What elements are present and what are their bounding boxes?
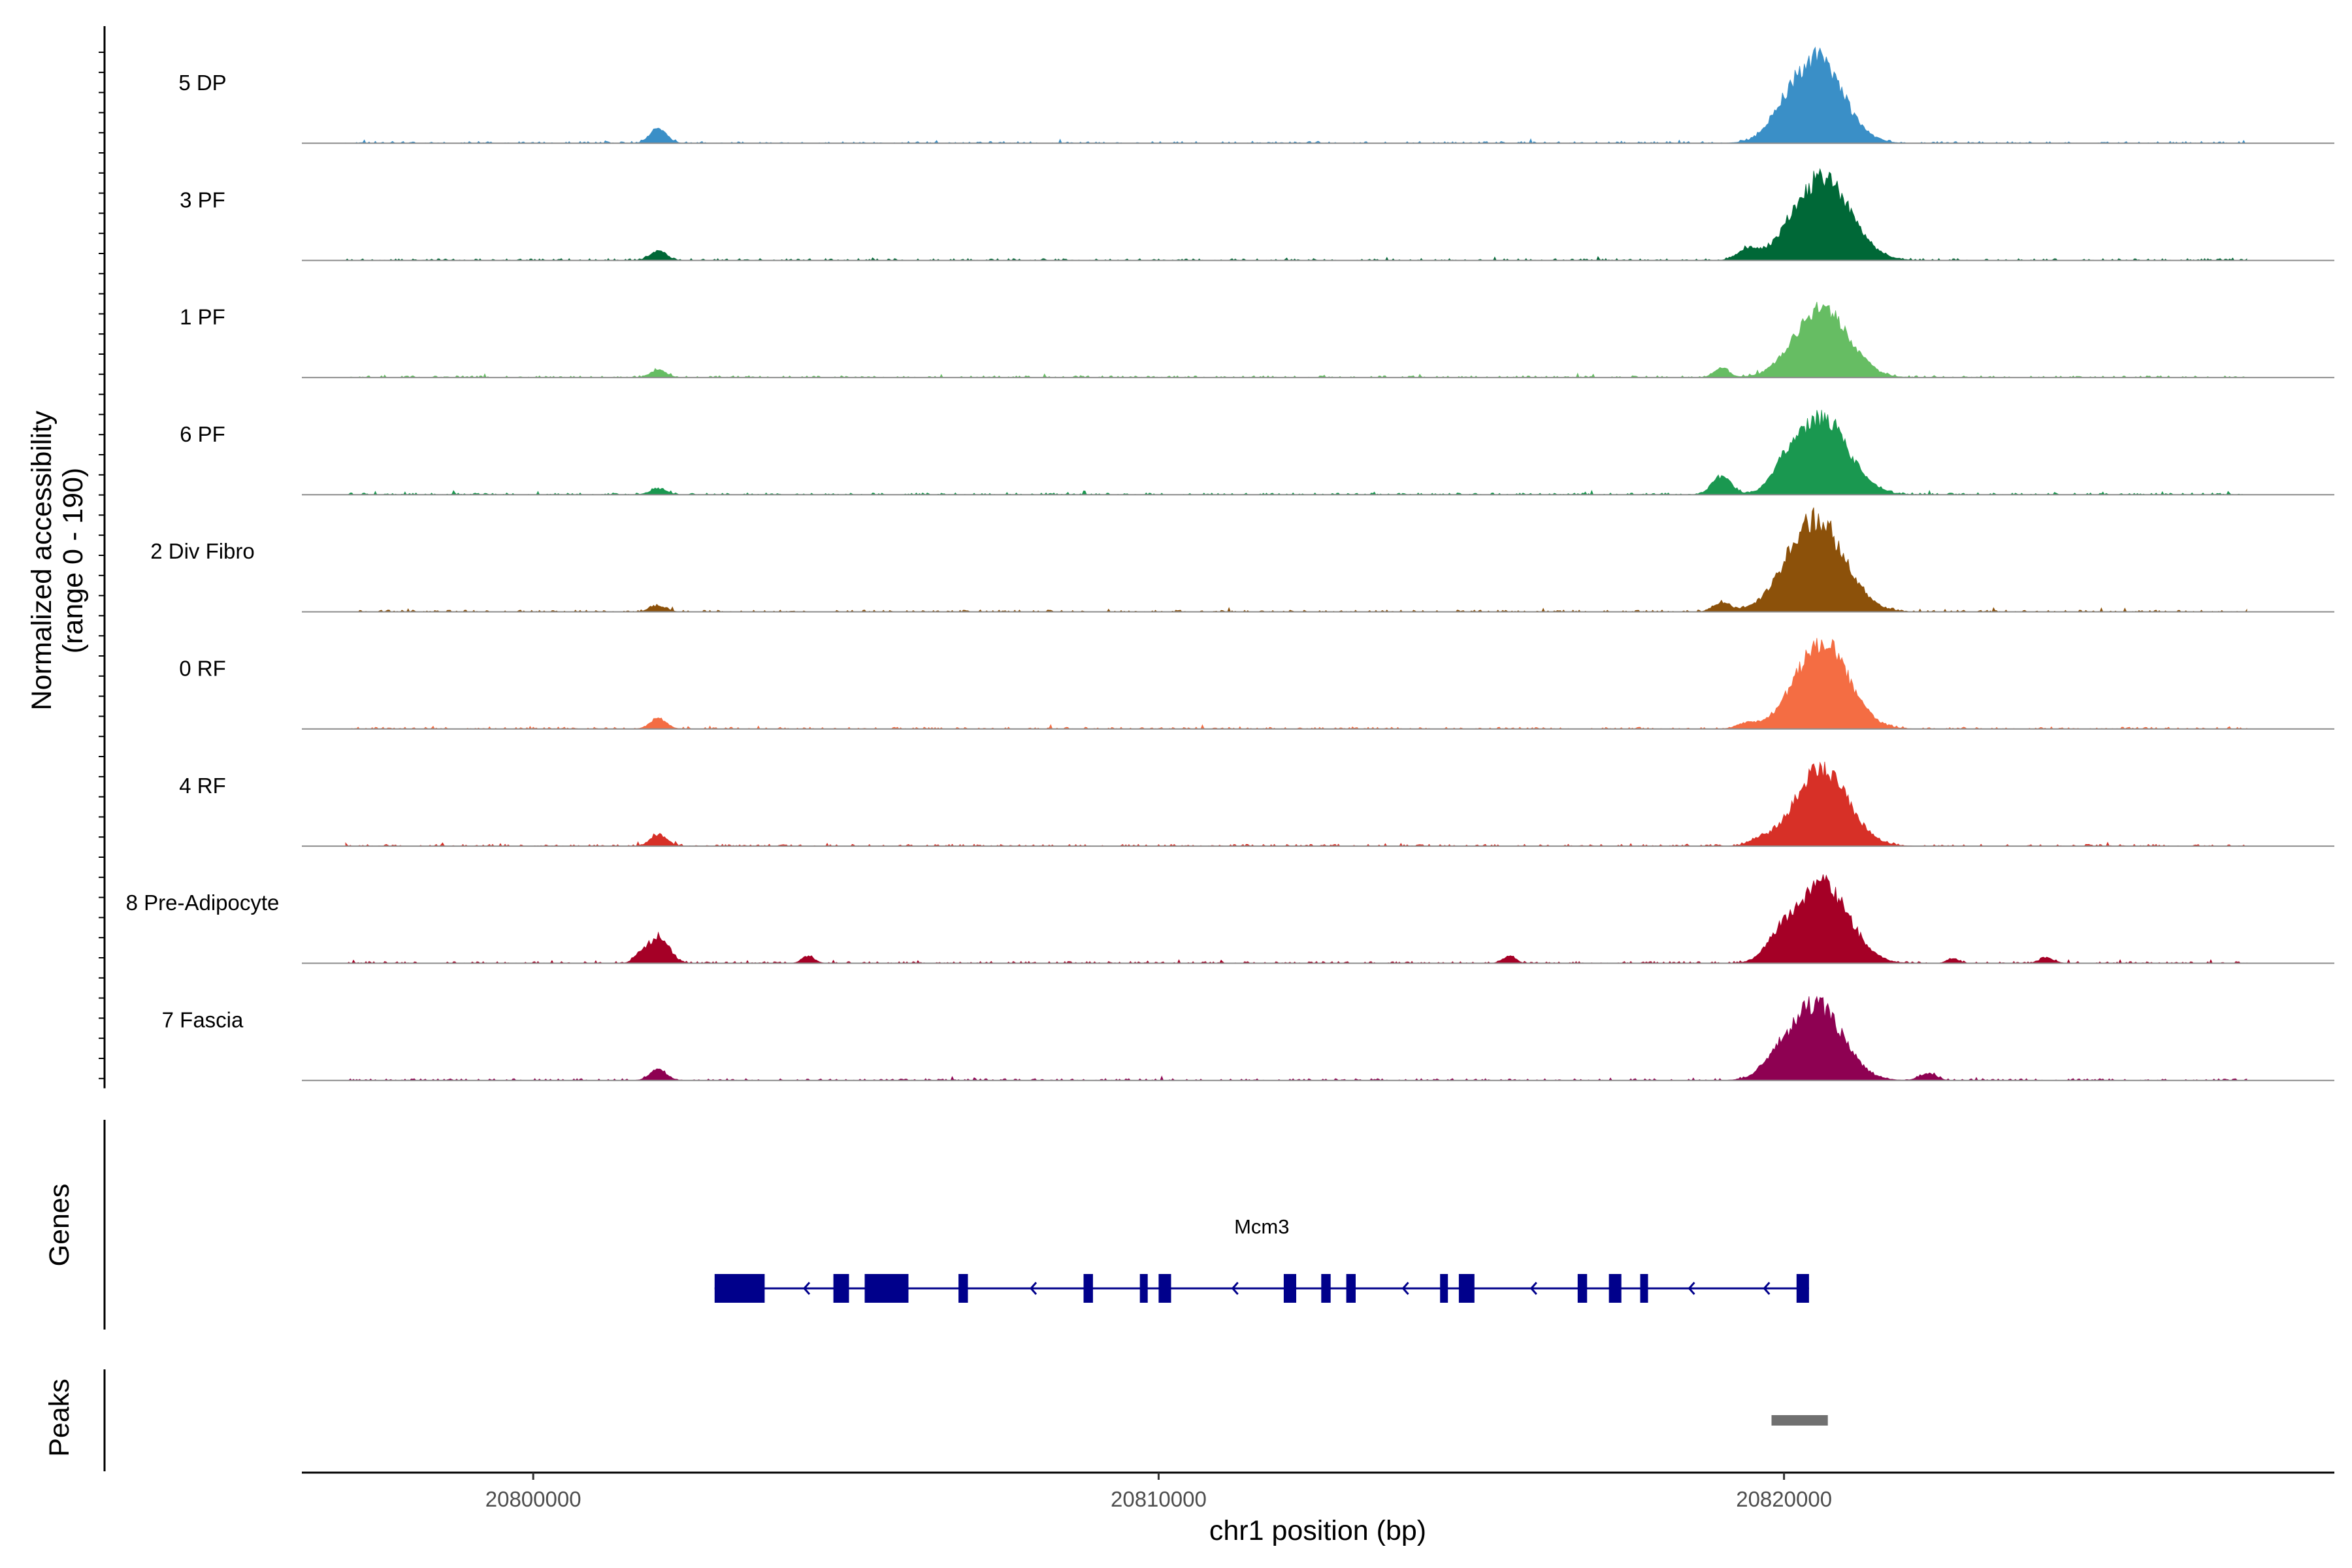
track-label-8-pre-adipocyte: 8 Pre-Adipocyte <box>126 890 280 915</box>
x-tick-label-20800000: 20800000 <box>485 1487 581 1511</box>
track-label-7-fascia: 7 Fascia <box>162 1007 244 1032</box>
track-label-6-pf: 6 PF <box>180 422 225 446</box>
strand-arrow-icon <box>1529 1282 1537 1295</box>
track-label-2-div-fibro: 2 Div Fibro <box>150 539 255 563</box>
exon-14 <box>1609 1274 1622 1303</box>
exon-10 <box>1346 1274 1356 1303</box>
exon-1 <box>714 1274 765 1303</box>
track-4-rf: 4 RF <box>179 761 2334 847</box>
peaks-panel-label: Peaks <box>44 1379 75 1457</box>
track-label-1-pf: 1 PF <box>180 305 225 329</box>
gene-label-mcm3: Mcm3 <box>1234 1215 1289 1238</box>
exon-9 <box>1321 1274 1331 1303</box>
exon-3 <box>864 1274 909 1303</box>
genes-panel-label: Genes <box>44 1184 75 1267</box>
y-axis-title-line1: Normalized accessibility <box>26 410 57 710</box>
track-label-5-dp: 5 DP <box>178 71 226 95</box>
genes-panel: Genes Mcm3 <box>44 1120 1809 1330</box>
track-2-div-fibro: 2 Div Fibro <box>150 507 2334 613</box>
track-label-3-pf: 3 PF <box>180 188 225 212</box>
coverage-area-4-rf <box>345 761 2247 847</box>
coverage-area-6-pf <box>345 410 2247 495</box>
exon-16 <box>1796 1274 1809 1303</box>
exon-7 <box>1158 1274 1171 1303</box>
strand-arrow-icon <box>1029 1282 1037 1295</box>
coverage-area-0-rf <box>346 638 2247 730</box>
strand-arrow-icon <box>1231 1282 1239 1295</box>
exon-13 <box>1577 1274 1588 1303</box>
track-7-fascia: 7 Fascia <box>162 996 2334 1081</box>
coverage-area-8-pre-adipocyte <box>346 874 2247 964</box>
coverage-area-2-div-fibro <box>346 507 2247 613</box>
exon-4 <box>958 1274 968 1303</box>
exon-8 <box>1283 1274 1296 1303</box>
exon-2 <box>833 1274 849 1303</box>
coverage-area-1-pf <box>346 301 2247 378</box>
track-6-pf: 6 PF <box>180 410 2334 496</box>
x-axis-title: chr1 position (bp) <box>1209 1515 1426 1546</box>
track-3-pf: 3 PF <box>180 168 2334 261</box>
strand-arrow-icon <box>1401 1282 1409 1295</box>
track-label-0-rf: 0 RF <box>179 657 226 681</box>
exon-11 <box>1440 1274 1448 1303</box>
coverage-area-5-dp <box>345 46 2247 144</box>
x-tick-label-20810000: 20810000 <box>1111 1487 1207 1511</box>
exon-5 <box>1083 1274 1093 1303</box>
strand-arrow-icon <box>802 1282 811 1295</box>
y-axis-title-line2: (range 0 - 190) <box>57 468 89 653</box>
strand-arrow-icon <box>1688 1282 1695 1295</box>
peak-region-1 <box>1771 1415 1828 1426</box>
coverage-area-3-pf <box>345 168 2247 261</box>
peaks-panel: Peaks <box>44 1369 1828 1471</box>
exon-15 <box>1640 1274 1648 1303</box>
strand-arrow-icon <box>1763 1282 1771 1295</box>
x-axis: chr1 position (bp) 20800000 20810000 20820… <box>302 1471 2334 1546</box>
track-8-pre-adipocyte: 8 Pre-Adipocyte <box>126 874 2334 964</box>
track-label-4-rf: 4 RF <box>179 774 226 798</box>
x-tick-label-20820000: 20820000 <box>1736 1487 1832 1511</box>
y-axis: Normalized accessibility (range 0 - 190) <box>26 26 106 1088</box>
exon-12 <box>1458 1274 1475 1303</box>
track-1-pf: 1 PF <box>180 301 2334 378</box>
track-5-dp: 5 DP <box>178 46 2334 144</box>
exon-6 <box>1139 1274 1148 1303</box>
track-0-rf: 0 RF <box>179 638 2334 730</box>
coverage-tracks: 5 DP 3 PF 1 PF 6 PF 2 Div Fibro 0 RF 4 RF 8 Pre… <box>126 46 2334 1081</box>
coverage-area-7-fascia <box>345 996 2247 1081</box>
